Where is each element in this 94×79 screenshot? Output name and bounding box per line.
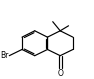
- Text: Br: Br: [0, 51, 9, 60]
- Text: O: O: [57, 69, 63, 78]
